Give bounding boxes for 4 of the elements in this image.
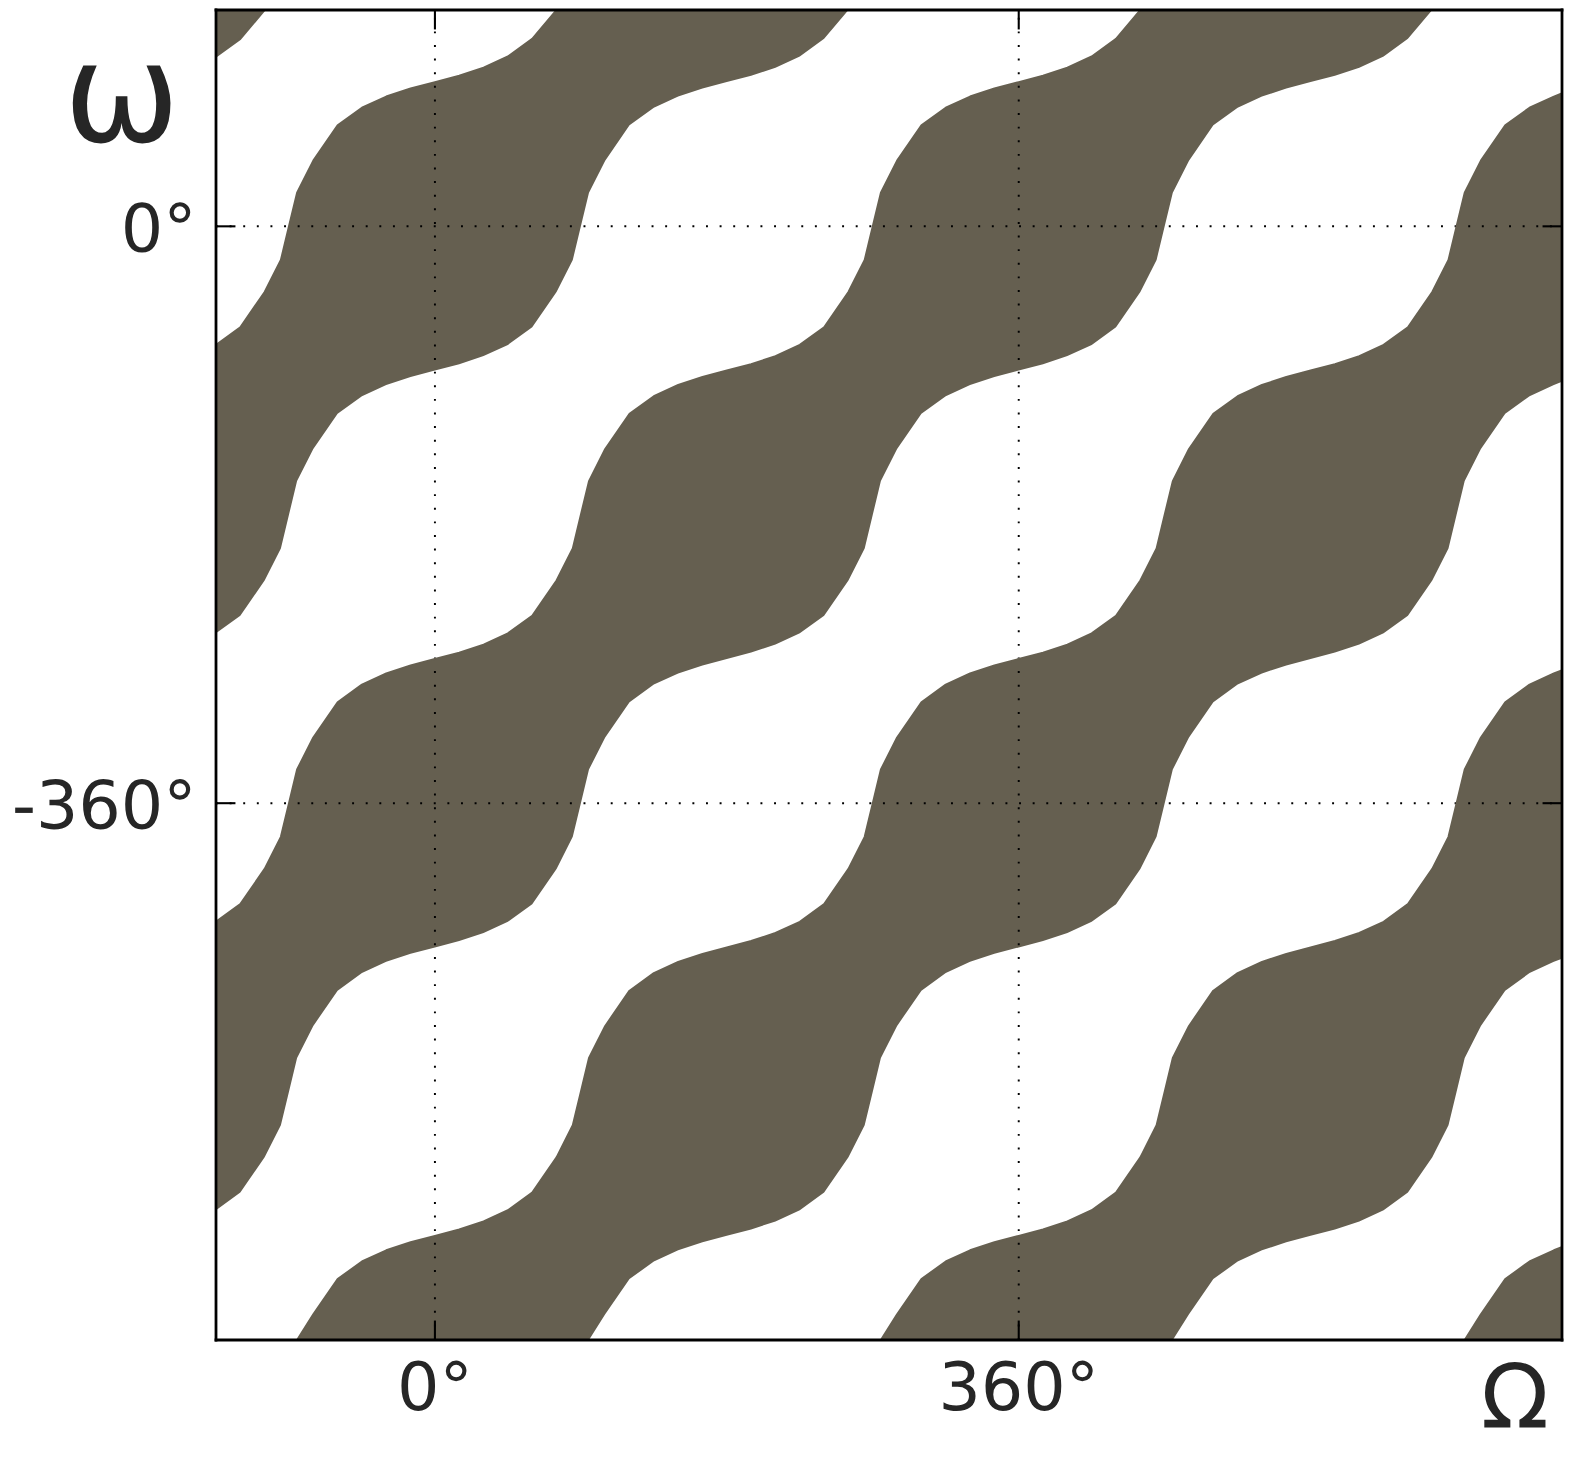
y-axis-title: ω <box>72 65 171 144</box>
x-tick-label: 360° <box>943 1360 1093 1412</box>
y-tick-label: -360° <box>15 779 191 830</box>
x-axis-title: Ω <box>1484 1361 1546 1428</box>
